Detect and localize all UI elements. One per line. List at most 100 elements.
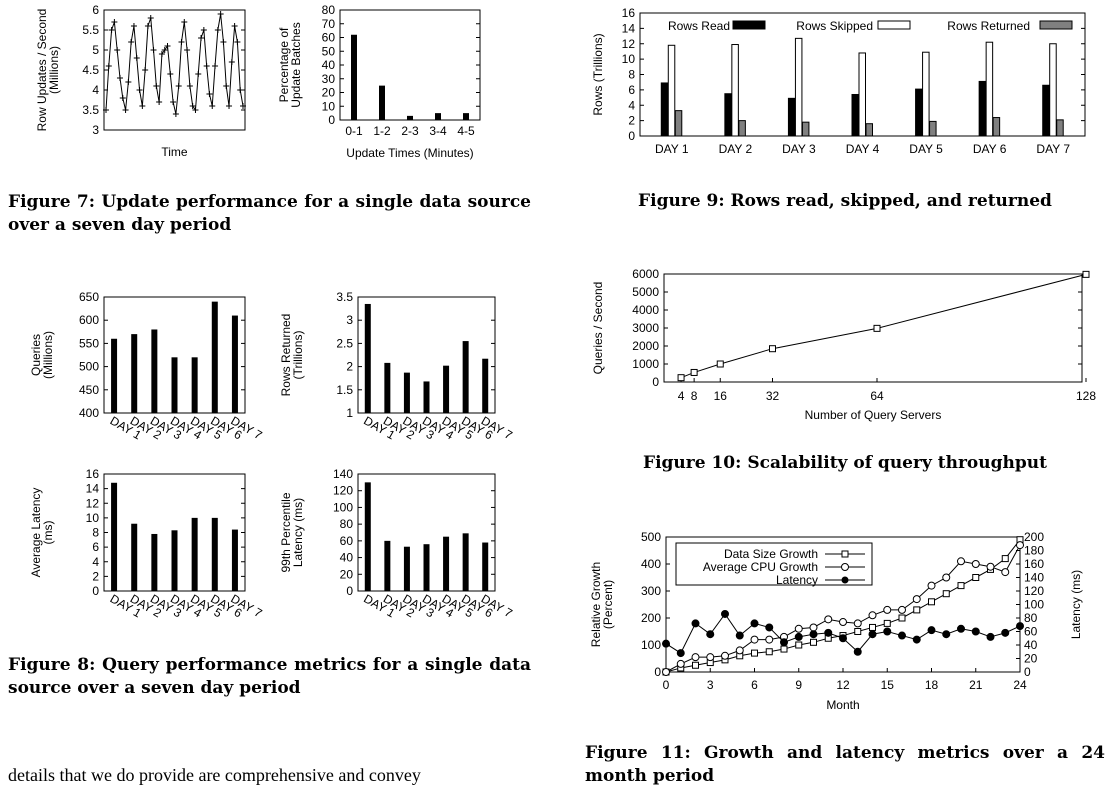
data-point <box>721 656 729 664</box>
y-axis-label: Row Updates / Second <box>35 9 49 132</box>
data-point <box>217 11 224 17</box>
y-tick-label: 2 <box>628 114 635 128</box>
y-axis-label: Rows Returned <box>279 314 293 397</box>
data-point <box>116 75 123 81</box>
y-tick-label: 0 <box>92 584 99 598</box>
bar <box>1042 84 1050 137</box>
x-tick-label: DAY 7 <box>1036 142 1070 156</box>
plot-frame <box>663 273 1083 383</box>
x-tick-label: DAY 2 <box>128 591 164 620</box>
x-tick-label: 3 <box>707 678 714 692</box>
y-axis-label: Average Latency <box>29 488 43 578</box>
x-tick-label: 6 <box>751 678 758 692</box>
bar <box>403 546 410 591</box>
y-tick-label: 4 <box>92 555 99 569</box>
x-tick-label: 9 <box>795 678 802 692</box>
series-line <box>665 613 1021 654</box>
y-tick-label: 70 <box>322 17 336 31</box>
data-point <box>765 635 774 644</box>
data-point <box>750 619 759 628</box>
legend-marker <box>841 576 849 584</box>
bar <box>787 97 796 137</box>
y-tick-label: 3.5 <box>82 103 99 117</box>
fig7-caption: Figure 7: Update performance for a singl… <box>8 192 531 235</box>
y-tick-label: 2.5 <box>336 336 353 350</box>
bar <box>731 44 739 137</box>
data-point <box>240 103 246 109</box>
bar <box>915 88 923 137</box>
data-point <box>125 79 132 85</box>
data-point <box>883 619 891 627</box>
x-tick-label: DAY 1 <box>361 591 397 620</box>
legend-swatch <box>877 20 911 30</box>
legend-swatch <box>732 20 766 30</box>
y2-tick-label: 160 <box>1024 557 1044 571</box>
y2-tick-label: 60 <box>1024 625 1038 639</box>
data-point <box>809 630 818 639</box>
x-tick-label: DAY 5 <box>440 413 476 442</box>
bar <box>191 357 198 413</box>
data-point <box>142 67 149 73</box>
data-point <box>691 653 700 662</box>
data-point <box>170 99 177 105</box>
y-tick-label: 80 <box>322 3 336 17</box>
bar <box>1056 119 1064 137</box>
data-point <box>203 63 210 69</box>
data-point <box>136 87 143 93</box>
data-point <box>795 641 803 649</box>
bar <box>407 115 413 120</box>
x-tick-label: DAY 2 <box>381 413 417 442</box>
bar <box>435 113 441 120</box>
data-point <box>677 664 685 672</box>
y-tick-label: 14 <box>86 482 100 496</box>
series-line <box>665 539 1021 673</box>
body-text-line: details that we do provide are comprehen… <box>8 765 421 785</box>
data-point <box>161 47 168 53</box>
bar <box>851 93 859 137</box>
legend-label: Rows Read <box>668 19 730 33</box>
y-tick-label: 300 <box>641 584 661 598</box>
legend-label: Data Size Growth <box>724 547 818 561</box>
y-tick-label: 50 <box>322 44 336 58</box>
y-tick-label: 200 <box>641 611 661 625</box>
y-axis-label: (ms) <box>41 521 55 545</box>
data-point <box>780 632 788 641</box>
fig11-caption: Figure 11: Growth and latency metrics ov… <box>585 743 1105 786</box>
data-point <box>957 624 965 633</box>
data-point <box>108 27 115 33</box>
y-tick-label: 10 <box>322 99 336 113</box>
bar <box>667 44 676 137</box>
x-tick-label: 4-5 <box>457 124 475 138</box>
legend-marker <box>841 550 849 558</box>
data-point <box>237 87 244 93</box>
y-tick-label: 12 <box>622 37 636 51</box>
x-tick-label: DAY 7 <box>479 413 515 442</box>
data-point <box>147 15 154 21</box>
y-tick-label: 2000 <box>632 339 659 353</box>
x-tick-label: 12 <box>836 678 850 692</box>
data-point <box>883 627 892 636</box>
data-point <box>122 107 129 113</box>
x-axis-label: Update Times (Minutes) <box>346 146 473 160</box>
data-point <box>736 652 744 660</box>
x-tick-label: 0 <box>663 678 670 692</box>
x-tick-label: DAY 7 <box>479 591 515 620</box>
y-tick-label: 80 <box>340 517 354 531</box>
x-tick-label: DAY 3 <box>400 591 436 620</box>
y-tick-label: 40 <box>340 551 354 565</box>
bar <box>929 120 937 137</box>
data-point <box>873 324 881 332</box>
bar <box>151 329 158 413</box>
y-tick-label: 30 <box>322 72 336 86</box>
x-tick-label: DAY 4 <box>168 591 204 620</box>
data-point <box>765 648 773 656</box>
y-tick-label: 40 <box>322 58 336 72</box>
x-axis-label: Number of Query Servers <box>805 408 942 422</box>
plot-frame <box>357 296 496 414</box>
data-point <box>780 645 788 653</box>
y-axis-label: Percentage of <box>277 27 291 102</box>
y-axis-label: 99th Percentile <box>279 492 293 572</box>
bar <box>364 303 371 413</box>
data-point <box>794 632 803 641</box>
y-tick-label: 100 <box>641 638 661 652</box>
